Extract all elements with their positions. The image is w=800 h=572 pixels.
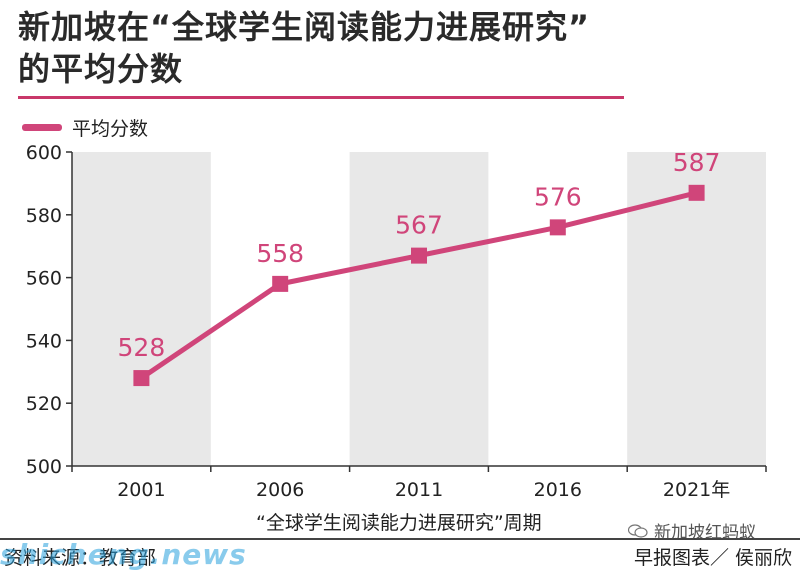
wechat-icon — [628, 523, 648, 538]
data-point-2006 — [272, 275, 289, 292]
data-label-2021年: 587 — [673, 148, 721, 177]
legend: 平均分数 — [22, 112, 148, 142]
legend-swatch — [22, 123, 62, 131]
data-label-2001: 528 — [118, 333, 166, 362]
chart-title: 新加坡在“全球学生阅读能力进展研究” 的平均分数 — [18, 6, 590, 90]
source-left: 资料来源：教育部 — [4, 547, 157, 569]
y-tick-label-540: 540 — [26, 330, 62, 352]
data-label-2006: 558 — [256, 239, 304, 268]
y-tick-label-500: 500 — [26, 456, 62, 478]
y-tick-label-560: 560 — [26, 268, 62, 290]
data-label-2016: 576 — [534, 182, 582, 211]
source-right: 早报图表／ 侯丽欣 — [633, 547, 792, 569]
data-point-2001 — [133, 370, 150, 387]
title-line-1: 新加坡在“全球学生阅读能力进展研究” — [18, 8, 591, 46]
watermark-left: shicheng.news — [0, 538, 247, 571]
title-rule — [18, 96, 624, 99]
data-point-2016 — [549, 219, 566, 236]
title-line-2: 的平均分数 — [18, 50, 184, 88]
y-tick-label-580: 580 — [26, 205, 62, 227]
y-tick-label-520: 520 — [26, 393, 62, 415]
bottom-rule — [0, 538, 800, 540]
x-axis-title: “全球学生阅读能力进展研究”周期 — [256, 512, 542, 534]
x-tick-label-2011: 2011 — [395, 479, 443, 501]
data-label-2011: 567 — [395, 211, 443, 240]
band-2001 — [72, 152, 211, 466]
x-tick-label-2016: 2016 — [534, 479, 582, 501]
band-2011 — [349, 152, 489, 466]
data-point-2011 — [411, 247, 427, 264]
x-tick-label-2001: 2001 — [117, 479, 165, 501]
y-tick-label-600: 600 — [26, 142, 62, 164]
data-point-2021年 — [688, 184, 705, 201]
legend-label: 平均分数 — [72, 117, 149, 140]
x-tick-label-2006: 2006 — [256, 479, 304, 501]
x-tick-label-2021年: 2021年 — [663, 479, 730, 501]
